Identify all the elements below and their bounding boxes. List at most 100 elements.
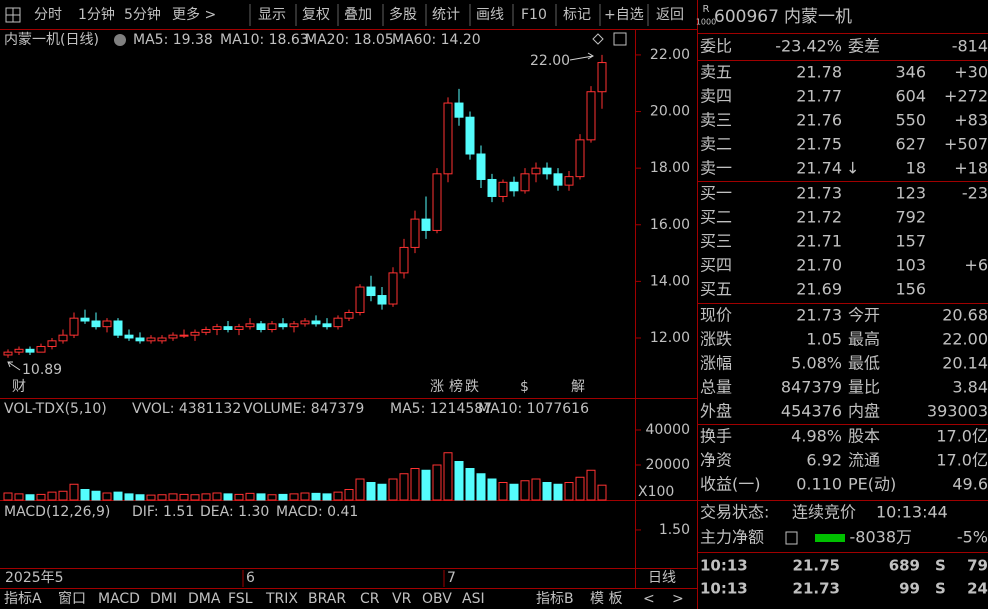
tab[interactable]: OBV [422,591,452,607]
toolbar-button[interactable]: +自选 [604,7,644,23]
tab[interactable]: 指标B [536,591,574,607]
book-volume: 123 [895,184,926,203]
period-label: 日线 [648,570,676,586]
stat-value: 22.00 [942,330,988,349]
ma-label: MA10: 18.63 [220,32,309,48]
toolbar-button[interactable]: 标记 [563,7,591,23]
stat-label: 涨幅 [700,354,732,373]
candle-body [146,337,156,342]
volume-bar [36,493,46,501]
book-change: +30 [954,63,988,82]
candle-body [212,326,222,330]
tab[interactable]: VR [392,591,412,607]
toolbar-button[interactable]: 多股 [389,6,417,23]
ma-label: MA5: 19.38 [133,32,213,48]
tab[interactable]: < [643,591,655,607]
volume-bar [278,493,288,501]
event-marker: 财 [12,379,26,395]
toolbar-button[interactable]: 返回 [656,7,684,23]
volume-bar [47,491,57,501]
tab[interactable]: 窗口 [58,590,86,607]
toolbar-button[interactable]: F10 [521,7,547,23]
volume-bar [3,492,13,501]
book-price: 21.70 [796,256,842,275]
unit-label: X100 [638,484,674,500]
volume-label: VOLUME: 847379 [243,401,364,417]
volume-bar [564,482,574,501]
badge: R [703,4,710,15]
book-price: 21.72 [796,208,842,227]
toolbar-button[interactable]: 复权 [302,6,330,23]
toolbar-icon[interactable] [5,7,21,23]
candle-body [421,218,431,231]
toolbar-button[interactable]: 统计 [432,7,460,23]
tab[interactable]: BRAR [308,591,346,607]
tab[interactable]: DMA [188,591,221,607]
volume-bar [465,468,475,501]
toolbar-button[interactable]: 显示 [258,7,286,23]
tab[interactable]: TRIX [265,591,298,607]
toolbar-button[interactable]: 更多 > [172,6,216,23]
volume-bar [520,480,530,501]
stat-label: 流通 [848,451,880,470]
toolbar-separators [249,4,649,26]
candle-body [234,326,244,330]
book-price: 21.73 [796,184,842,203]
volume-bar [267,494,277,501]
candle-body [58,334,68,342]
tab[interactable]: 模 板 [590,591,622,607]
volume-bar [124,493,134,501]
ratio-label: 委比 [700,37,732,56]
candle-body [256,323,266,330]
candle-body [201,328,211,333]
tab[interactable]: CR [360,591,380,607]
flow-bar [815,534,845,542]
candle-body [311,320,321,325]
volume-bar [322,493,332,501]
stat-label: 总量 [700,378,732,397]
stat-label: 最高 [848,330,880,349]
volume-bar [234,493,244,501]
candle-body [80,317,90,322]
trade-cell: S [935,557,946,575]
toolbar-button[interactable]: 1分钟 [78,6,115,23]
volume-bar [443,452,453,501]
candle-body [3,351,13,356]
trade-cell: 10:13 [700,580,748,598]
y-tick-label: 20000 [645,457,690,473]
stock-code: 600967 [714,7,779,27]
book-change: +6 [964,256,988,275]
panel-icons[interactable] [114,32,627,46]
book-volume: 627 [895,135,926,154]
book-change: +83 [954,111,988,130]
high-label: 22.00 [530,53,570,69]
volume-bar [366,482,376,501]
toolbar-button[interactable]: 分时 [34,7,62,23]
stat-label: 股本 [848,427,880,446]
tab[interactable]: FSL [228,591,253,607]
toolbar-button[interactable]: 画线 [476,7,504,23]
tab[interactable]: MACD [98,591,140,607]
volume-bar [91,490,101,501]
volume-bar [575,476,585,501]
tab[interactable]: 指标A [4,591,42,607]
candle-body [399,246,409,274]
stock-name: 内蒙一机 [784,7,852,27]
tab[interactable]: > [672,591,684,607]
toolbar-button[interactable]: 5分钟 [124,6,161,23]
book-volume: 604 [895,87,926,106]
volume-label: VVOL: 4381132 [132,401,241,417]
stat-value: 6.92 [806,451,842,470]
candle-body [465,116,475,155]
content: 分时 1分钟 5分钟 更多 > 显示 复权 叠加 多股 统计 画线 F10 标记 +自选 返回内蒙一机(日… [3,4,988,607]
book-volume: 550 [895,111,926,130]
volume-bar [311,492,321,501]
tab[interactable]: DMI [150,591,177,607]
candle-body [355,286,365,314]
volume-bar [190,494,200,501]
toolbar-button[interactable]: 叠加 [344,7,372,23]
book-volume: 346 [895,63,926,82]
tab[interactable]: ASI [462,591,485,607]
